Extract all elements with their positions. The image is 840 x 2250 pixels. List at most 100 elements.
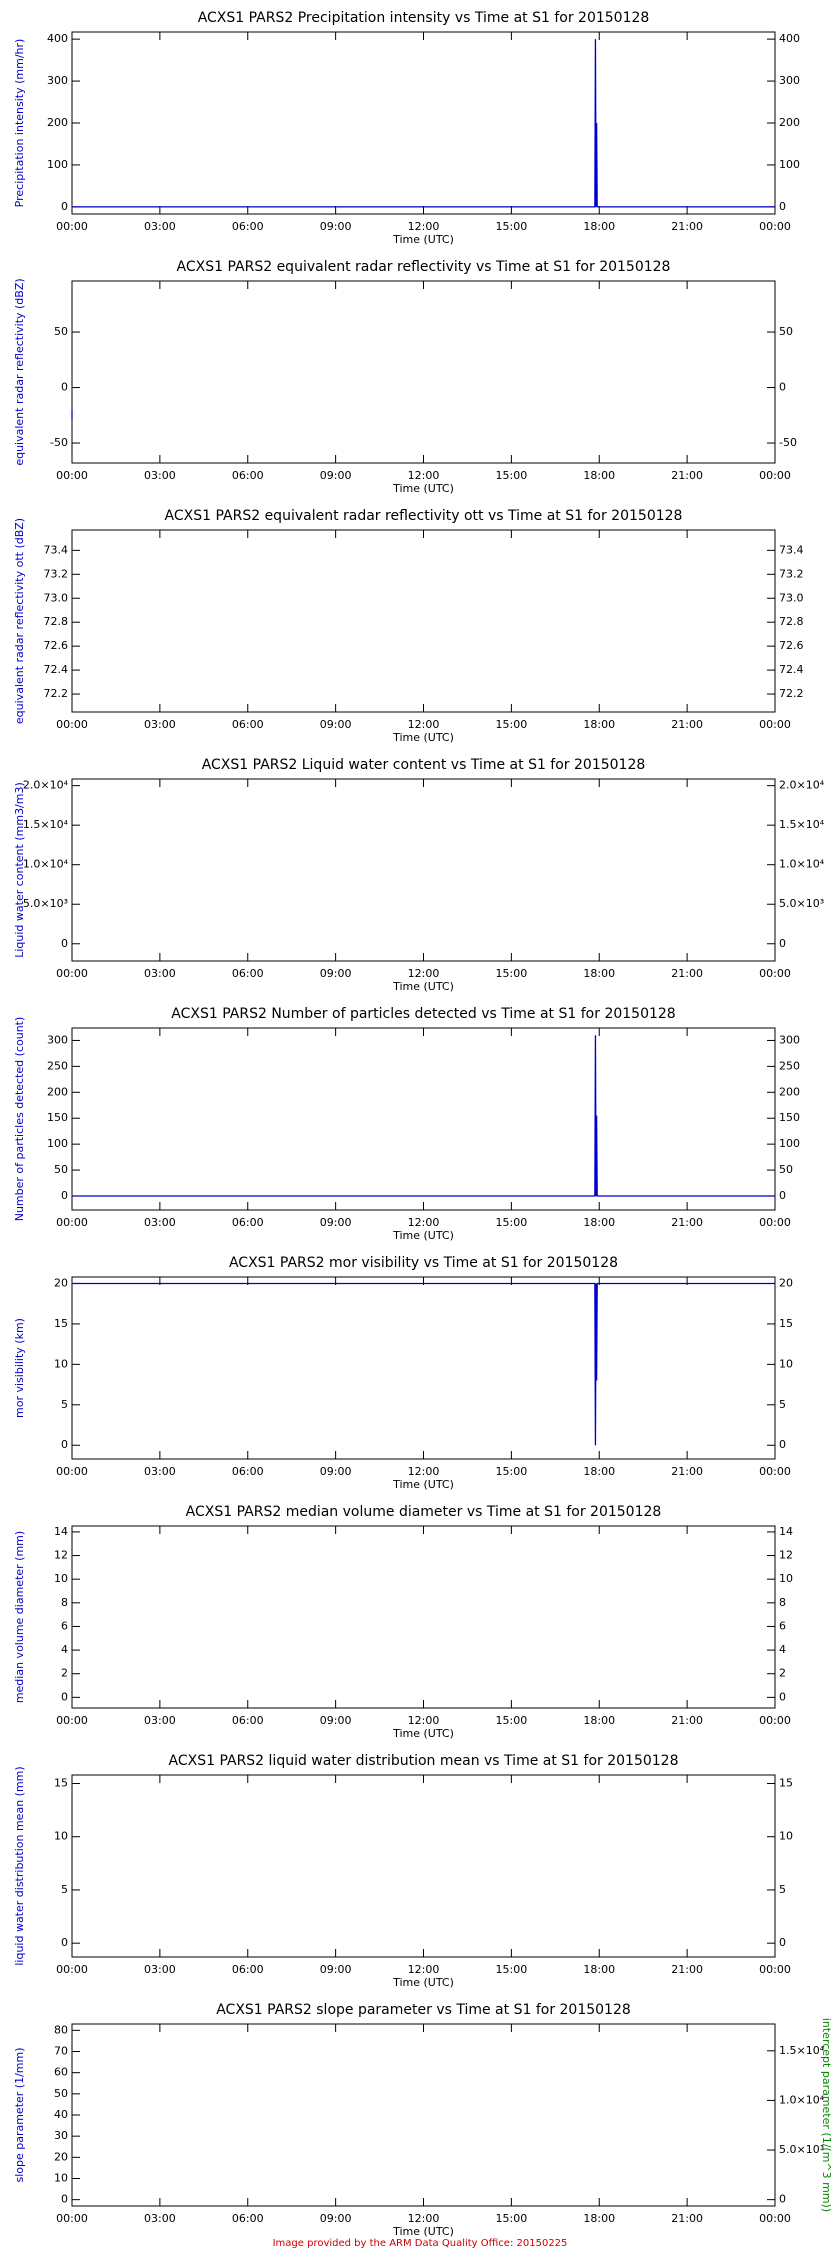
- y-tick-label: 70: [54, 2045, 68, 2058]
- x-axis-label: Time (UTC): [392, 980, 454, 993]
- x-tick-label: 06:00: [232, 220, 264, 233]
- x-tick-label: 12:00: [408, 2212, 440, 2225]
- x-tick-label: 00:00: [56, 220, 88, 233]
- x-tick-label: 03:00: [144, 469, 176, 482]
- x-tick-label: 09:00: [320, 967, 352, 980]
- y-tick-label: 40: [54, 2108, 68, 2121]
- x-tick-label: 18:00: [583, 1465, 615, 1478]
- chart-title: ACXS1 PARS2 equivalent radar reflectivit…: [165, 508, 683, 524]
- chart-title: ACXS1 PARS2 Number of particles detected…: [171, 1006, 675, 1022]
- y-tick-label: 0: [61, 1438, 68, 1451]
- x-tick-label: 03:00: [144, 220, 176, 233]
- x-tick-label: 12:00: [408, 469, 440, 482]
- x-tick-label: 15:00: [496, 1963, 528, 1976]
- y-tick-label-right: 72.8: [779, 615, 804, 628]
- x-tick-label: 21:00: [671, 1216, 703, 1229]
- x-tick-label: 12:00: [408, 967, 440, 980]
- x-axis-label: Time (UTC): [392, 1727, 454, 1740]
- y-tick-label: 0: [61, 1690, 68, 1703]
- x-tick-label: 00:00: [759, 1963, 791, 1976]
- y2-tick-label: 5.0×10³: [779, 2143, 824, 2156]
- x-axis-label: Time (UTC): [392, 482, 454, 495]
- y-tick-label-right: 72.2: [779, 687, 804, 700]
- y-tick-label-right: 73.4: [779, 543, 804, 556]
- y-tick-label: 15: [54, 1777, 68, 1790]
- y-tick-label-right: 250: [779, 1059, 800, 1072]
- y-axis-label: Precipitation intensity (mm/hr): [13, 39, 26, 208]
- y-tick-label-right: 0: [779, 1438, 786, 1451]
- x-tick-label: 15:00: [496, 220, 528, 233]
- y-tick-label: 1.0×10⁴: [23, 858, 69, 871]
- x-tick-label: 18:00: [583, 967, 615, 980]
- x-tick-label: 15:00: [496, 967, 528, 980]
- x-tick-label: 21:00: [671, 967, 703, 980]
- y-tick-label-right: 10: [779, 1830, 793, 1843]
- x-axis-label: Time (UTC): [392, 1976, 454, 1989]
- y-tick-label-right: 15: [779, 1317, 793, 1330]
- y2-tick-label: 1.5×10⁴: [779, 2044, 825, 2057]
- footer: Image provided by the ARM Data Quality O…: [273, 2238, 568, 2249]
- y-axis-label: mor visibility (km): [13, 1318, 26, 1418]
- x-tick-label: 00:00: [759, 469, 791, 482]
- y-tick-label: 8: [61, 1596, 68, 1609]
- x-tick-label: 09:00: [320, 220, 352, 233]
- x-tick-label: 00:00: [56, 1465, 88, 1478]
- y-tick-label-right: 0: [779, 937, 786, 950]
- y-tick-label-right: 300: [779, 1033, 800, 1046]
- x-tick-label: 09:00: [320, 1216, 352, 1229]
- y-tick-label: 300: [47, 1033, 68, 1046]
- x-tick-label: 21:00: [671, 220, 703, 233]
- y2-axis-label: intercept parameter (1/(m^3 mm)): [820, 2018, 833, 2212]
- y-tick-label: 73.4: [44, 543, 69, 556]
- y-tick-label: 20: [54, 1276, 68, 1289]
- y-tick-label: 0: [61, 200, 68, 213]
- chart-title: ACXS1 PARS2 median volume diameter vs Ti…: [186, 1504, 662, 1520]
- x-tick-label: 12:00: [408, 220, 440, 233]
- x-tick-label: 00:00: [759, 1216, 791, 1229]
- x-tick-label: 06:00: [232, 1963, 264, 1976]
- x-tick-label: 15:00: [496, 1216, 528, 1229]
- x-tick-label: 03:00: [144, 718, 176, 731]
- y-tick-label: 12: [54, 1549, 68, 1562]
- x-tick-label: 06:00: [232, 967, 264, 980]
- y-tick-label-right: 1.5×10⁴: [779, 818, 825, 831]
- y-tick-label: 4: [61, 1643, 68, 1656]
- y-tick-label-right: 72.4: [779, 663, 804, 676]
- x-axis-label: Time (UTC): [392, 1478, 454, 1491]
- x-tick-label: 18:00: [583, 1216, 615, 1229]
- x-tick-label: 21:00: [671, 718, 703, 731]
- y-tick-label: 14: [54, 1525, 68, 1538]
- y-axis-label: equivalent radar reflectivity (dBZ): [13, 278, 26, 465]
- x-tick-label: 18:00: [583, 1963, 615, 1976]
- y-tick-label-right: 6: [779, 1619, 786, 1632]
- x-tick-label: 12:00: [408, 1216, 440, 1229]
- y-tick-label: 50: [54, 1163, 68, 1176]
- chart-title: ACXS1 PARS2 slope parameter vs Time at S…: [216, 2002, 631, 2018]
- y-tick-label: 73.0: [44, 591, 69, 604]
- x-tick-label: 00:00: [759, 1714, 791, 1727]
- y-tick-label: 10: [54, 2171, 68, 2184]
- y-tick-label: 300: [47, 74, 68, 87]
- x-tick-label: 15:00: [496, 469, 528, 482]
- y-tick-label: 0: [61, 937, 68, 950]
- y-tick-label-right: 2: [779, 1667, 786, 1680]
- x-tick-label: 00:00: [759, 220, 791, 233]
- x-tick-label: 00:00: [759, 718, 791, 731]
- x-tick-label: 09:00: [320, 718, 352, 731]
- y-tick-label-right: 10: [779, 1357, 793, 1370]
- y-tick-label: 100: [47, 1137, 68, 1150]
- y-tick-label-right: 0: [779, 1936, 786, 1949]
- y-tick-label-right: -50: [779, 436, 797, 449]
- y-tick-label-right: 200: [779, 116, 800, 129]
- y-tick-label: -50: [50, 436, 68, 449]
- y-tick-label-right: 400: [779, 32, 800, 45]
- chart-title: ACXS1 PARS2 mor visibility vs Time at S1…: [229, 1255, 618, 1271]
- y-tick-label: 30: [54, 2129, 68, 2142]
- x-tick-label: 15:00: [496, 718, 528, 731]
- y-tick-label: 10: [54, 1357, 68, 1370]
- y-tick-label-right: 72.6: [779, 639, 804, 652]
- x-tick-label: 00:00: [56, 469, 88, 482]
- x-axis-label: Time (UTC): [392, 1229, 454, 1242]
- y-tick-label: 73.2: [44, 567, 69, 580]
